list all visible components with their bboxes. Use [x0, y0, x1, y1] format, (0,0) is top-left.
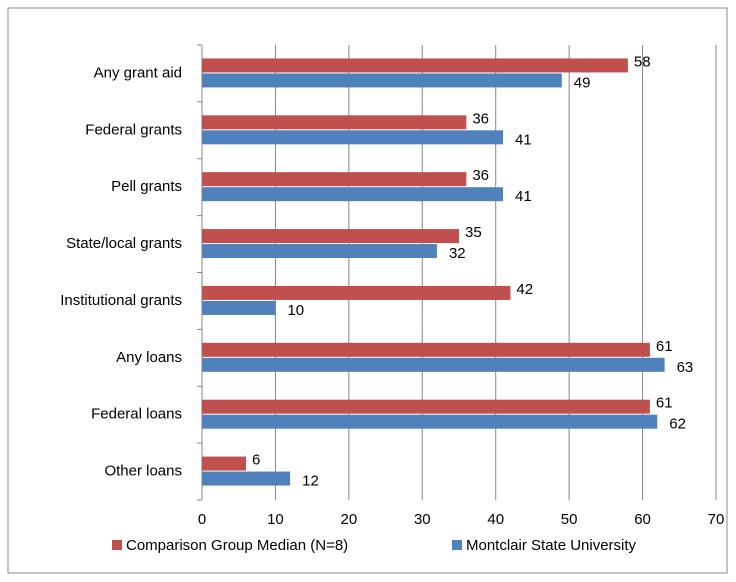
legend-swatch	[112, 540, 122, 550]
y-tick-label: State/local grants	[66, 235, 182, 252]
data-label: 35	[465, 224, 482, 241]
data-label: 42	[516, 281, 533, 298]
data-label: 58	[634, 53, 651, 70]
bar	[202, 399, 650, 414]
bar	[202, 471, 291, 486]
bar	[202, 244, 437, 259]
data-label: 12	[302, 473, 319, 490]
bar	[202, 300, 276, 315]
bar	[202, 73, 562, 88]
data-label: 10	[287, 302, 304, 319]
y-tick-label: Federal grants	[85, 121, 182, 138]
data-label: 62	[669, 416, 686, 433]
data-label: 36	[472, 167, 489, 184]
bar	[202, 414, 658, 429]
data-label: 6	[252, 452, 260, 469]
data-label: 41	[515, 131, 532, 148]
y-tick-label: Federal loans	[91, 406, 182, 423]
data-label: 63	[677, 359, 694, 376]
x-tick-label: 70	[708, 511, 725, 528]
data-label: 61	[656, 395, 673, 412]
bar	[202, 58, 628, 73]
data-label: 49	[574, 74, 591, 91]
bar	[202, 285, 511, 300]
y-tick-label: Any grant aid	[94, 64, 182, 81]
x-tick-label: 60	[634, 511, 651, 528]
legend-swatch	[452, 540, 462, 550]
bar	[202, 115, 467, 130]
x-tick-label: 30	[414, 511, 431, 528]
bar	[202, 130, 504, 145]
y-tick-label: Pell grants	[111, 178, 182, 195]
x-tick-label: 50	[561, 511, 578, 528]
x-tick-label: 10	[267, 511, 284, 528]
bar	[202, 456, 247, 471]
legend-label: Montclair State University	[466, 537, 637, 554]
legend-label: Comparison Group Median (N=8)	[126, 537, 348, 554]
bar	[202, 187, 504, 202]
bar	[202, 342, 650, 357]
data-label: 36	[472, 110, 489, 127]
data-label: 61	[656, 338, 673, 355]
data-label: 41	[515, 188, 532, 205]
data-label: 32	[449, 245, 466, 262]
x-tick-label: 20	[341, 511, 358, 528]
y-tick-label: Institutional grants	[60, 292, 182, 309]
bar	[202, 172, 467, 187]
y-tick-label: Any loans	[116, 349, 182, 366]
x-tick-label: 40	[487, 511, 504, 528]
x-tick-label: 0	[198, 511, 206, 528]
y-tick-label: Other loans	[104, 463, 182, 480]
bar	[202, 229, 459, 244]
bar	[202, 357, 665, 372]
